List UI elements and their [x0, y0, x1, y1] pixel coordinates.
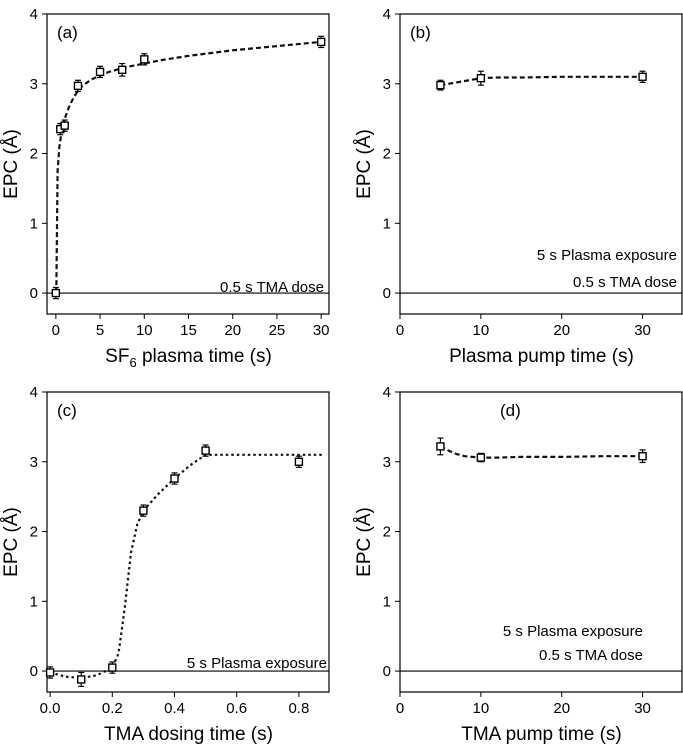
- x-tick-label: 0: [396, 700, 404, 717]
- x-tick-label: 5: [96, 322, 104, 339]
- data-point: [436, 80, 445, 90]
- panel-tag: (d): [500, 401, 521, 420]
- data-point: [51, 288, 61, 298]
- y-tick-label: 2: [383, 524, 391, 541]
- panel-d: 0 10 20 30 0 1 2 3 4 TMA pump time (s) EPC (Å) (d) 5…: [354, 384, 683, 745]
- x-tick-label: 20: [224, 322, 241, 339]
- data-point: [436, 442, 445, 451]
- data-point: [73, 81, 83, 91]
- y-axis-title: EPC (Å): [354, 507, 375, 577]
- data-point: [95, 67, 105, 77]
- plot-frame: [46, 13, 330, 315]
- x-axis-title: Plasma pump time (s): [449, 346, 634, 367]
- y-tick-label: 3: [30, 454, 38, 471]
- x-tick-label: 20: [553, 700, 570, 717]
- fit-curve: [49, 453, 324, 680]
- y-tick-label: 2: [30, 524, 38, 541]
- x-tick-label: 10: [473, 322, 490, 339]
- panel-tag: (a): [57, 23, 78, 42]
- panel-c: 0.0 0.2 0.4 0.6 0.8 0 1 2 3 4 TMA dosing time (s) E…: [1, 384, 330, 745]
- fit-curve: [439, 445, 643, 459]
- data-point: [108, 663, 117, 672]
- annotation-text: 0.5 s TMA dose: [220, 279, 324, 296]
- annotation-text: 5 s Plasma exposure: [537, 247, 677, 264]
- y-tick-label: 3: [30, 76, 38, 93]
- x-tick-label: 30: [634, 700, 651, 717]
- y-tick-label: 1: [383, 215, 391, 232]
- x-tick-label: 0: [396, 322, 404, 339]
- data-point: [140, 55, 149, 64]
- data-point: [45, 668, 55, 677]
- plot-frame: [399, 13, 683, 315]
- y-tick-label: 4: [383, 384, 391, 401]
- fit-curve: [55, 40, 322, 294]
- y-tick-label: 1: [30, 593, 38, 610]
- data-point: [77, 675, 86, 684]
- x-tick-label: 30: [313, 322, 330, 339]
- annotation-text: 5 s Plasma exposure: [187, 655, 327, 672]
- data-point: [476, 73, 486, 83]
- y-tick-label: 3: [383, 76, 391, 93]
- y-tick-label: 2: [30, 146, 38, 163]
- x-tick-label: 30: [634, 322, 651, 339]
- x-tick-label: 0.8: [288, 700, 309, 717]
- panel-a: 0 5 10 15 20 25 30 0 1 2 3 4 SF6 plasma time (s) EPC …: [1, 6, 330, 370]
- y-axis-title: EPC (Å): [1, 507, 22, 577]
- data-point: [117, 65, 127, 75]
- y-tick-label: 4: [30, 6, 38, 23]
- y-tick-label: 4: [383, 6, 391, 23]
- y-tick-label: 0: [383, 285, 391, 302]
- data-point: [316, 37, 326, 47]
- annotation-text: 0.5 s TMA dose: [539, 647, 643, 664]
- x-axis-title: SF6 plasma time (s): [105, 346, 272, 370]
- y-tick-label: 2: [383, 146, 391, 163]
- data-point: [170, 474, 179, 483]
- data-point: [476, 453, 486, 462]
- x-tick-label: 10: [473, 700, 490, 717]
- x-tick-label: 0.6: [226, 700, 247, 717]
- y-tick-label: 0: [30, 663, 38, 680]
- panel-tag: (b): [410, 23, 431, 42]
- data-point: [294, 457, 304, 466]
- y-tick-label: 3: [383, 454, 391, 471]
- x-axis-title: TMA pump time (s): [461, 724, 621, 745]
- x-tick-label: 0.2: [102, 700, 123, 717]
- x-tick-label: 0: [52, 322, 60, 339]
- y-tick-label: 0: [383, 663, 391, 680]
- y-tick-label: 1: [30, 215, 38, 232]
- x-tick-label: 0.4: [164, 700, 185, 717]
- x-tick-label: 25: [269, 322, 286, 339]
- y-tick-label: 1: [383, 593, 391, 610]
- panel-tag: (c): [57, 401, 77, 420]
- data-point: [638, 451, 647, 461]
- data-point: [139, 506, 148, 515]
- x-tick-label: 0.0: [40, 700, 61, 717]
- y-tick-label: 4: [30, 384, 38, 401]
- x-tick-label: 20: [553, 322, 570, 339]
- panel-b: 0 10 20 30 0 1 2 3 4 Plasma pump time (s) EPC (Å) (…: [354, 6, 683, 367]
- data-point: [638, 72, 647, 81]
- plot-frame: [46, 391, 330, 693]
- fit-curve: [440, 75, 643, 87]
- x-axis-title: TMA dosing time (s): [104, 724, 273, 745]
- annotation-text: 0.5 s TMA dose: [573, 274, 677, 291]
- x-tick-label: 15: [180, 322, 197, 339]
- y-axis-title: EPC (Å): [354, 129, 375, 199]
- plot-frame: [399, 391, 683, 693]
- y-tick-label: 0: [30, 285, 38, 302]
- data-point: [60, 121, 69, 130]
- x-tick-label: 10: [136, 322, 153, 339]
- annotation-text: 5 s Plasma exposure: [503, 623, 643, 640]
- data-point: [201, 446, 210, 455]
- y-axis-title: EPC (Å): [1, 129, 22, 199]
